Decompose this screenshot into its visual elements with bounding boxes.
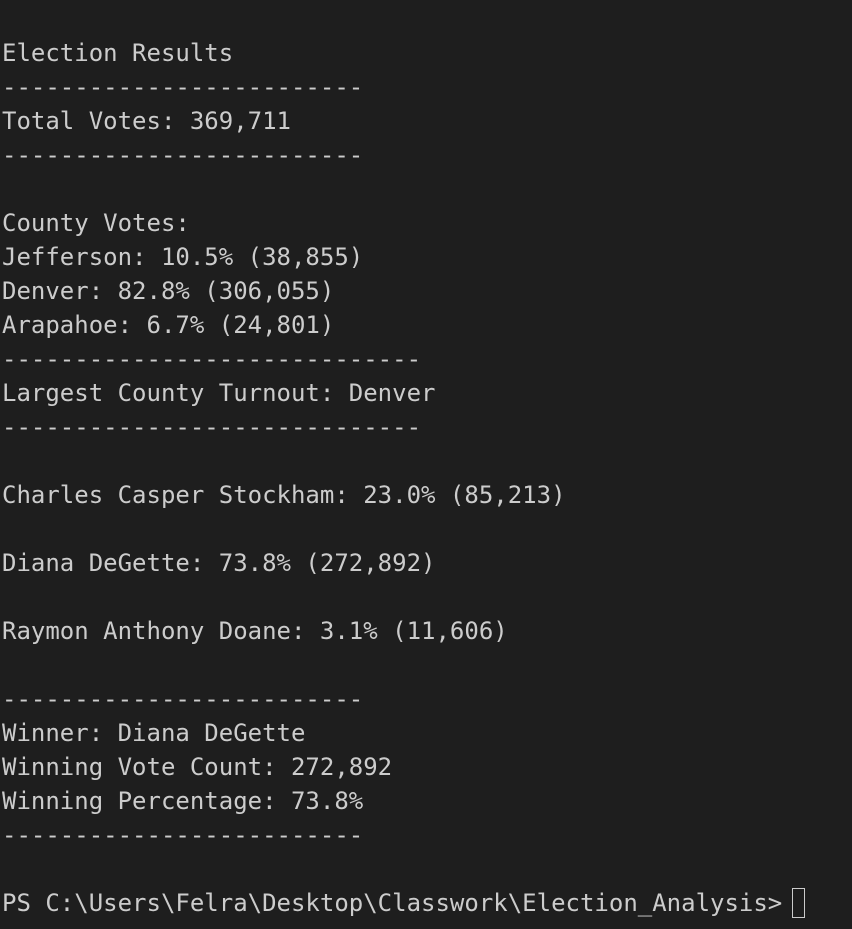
blank-line	[2, 512, 566, 546]
terminal-output: Election Results -----------------------…	[2, 36, 566, 852]
total-votes-line: Total Votes: 369,711	[2, 107, 291, 135]
largest-county-line: Largest County Turnout: Denver	[2, 379, 436, 407]
winner-line: Winner: Diana DeGette	[2, 719, 306, 747]
separator-line: -----------------------------	[2, 413, 422, 441]
county-arapahoe-line: Arapahoe: 6.7% (24,801)	[2, 311, 335, 339]
blank-line	[2, 444, 566, 478]
winning-percentage-line: Winning Percentage: 73.8%	[2, 787, 364, 815]
blank-line	[2, 172, 566, 206]
winning-vote-count-line: Winning Vote Count: 272,892	[2, 753, 393, 781]
county-denver-line: Denver: 82.8% (306,055)	[2, 277, 335, 305]
candidate-degette-line: Diana DeGette: 73.8% (272,892)	[2, 549, 436, 577]
blank-line	[2, 580, 566, 614]
output-title: Election Results	[2, 39, 234, 67]
separator-line: -----------------------------	[2, 345, 422, 373]
candidate-stockham-line: Charles Casper Stockham: 23.0% (85,213)	[2, 481, 566, 509]
county-jefferson-line: Jefferson: 10.5% (38,855)	[2, 243, 364, 271]
prompt-text: PS C:\Users\Felra\Desktop\Classwork\Elec…	[2, 889, 783, 917]
candidate-doane-line: Raymon Anthony Doane: 3.1% (11,606)	[2, 617, 508, 645]
separator-line: -------------------------	[2, 73, 364, 101]
text-cursor[interactable]	[792, 888, 806, 918]
county-votes-heading: County Votes:	[2, 209, 190, 237]
separator-line: -------------------------	[2, 821, 364, 849]
separator-line: -------------------------	[2, 685, 364, 713]
blank-line	[2, 648, 566, 682]
separator-line: -------------------------	[2, 141, 364, 169]
command-prompt[interactable]: PS C:\Users\Felra\Desktop\Classwork\Elec…	[2, 886, 806, 920]
